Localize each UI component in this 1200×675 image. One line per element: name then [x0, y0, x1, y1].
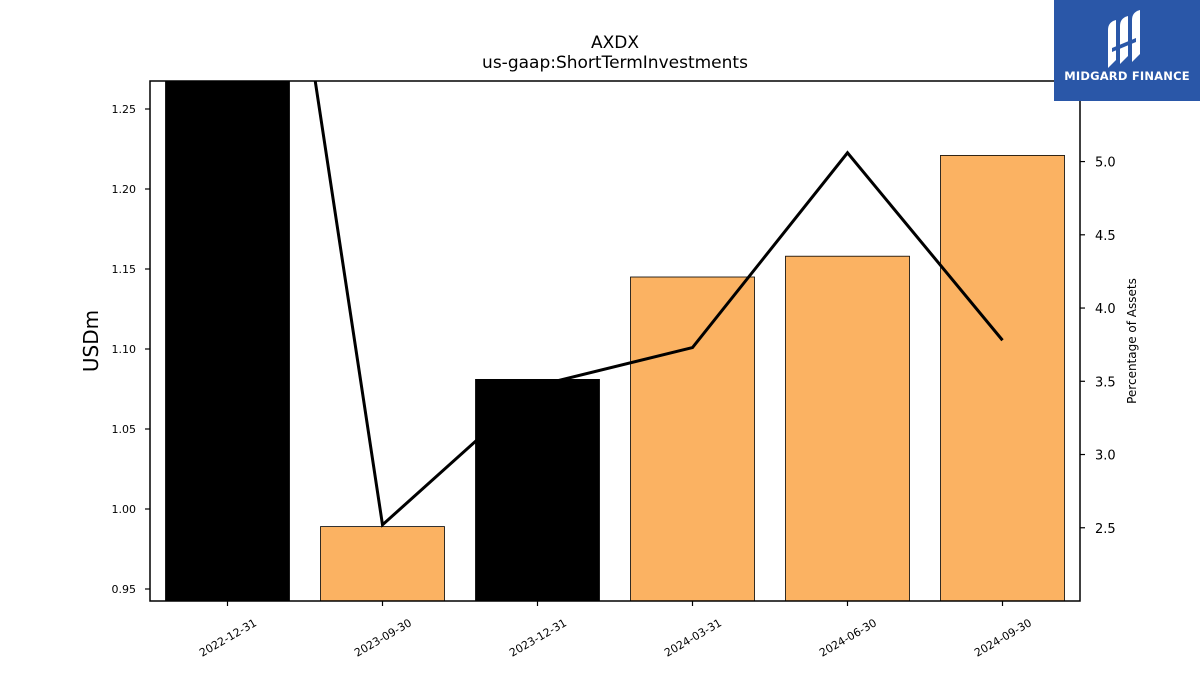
x-tick-label: 2023-09-30 [352, 616, 414, 659]
x-tick-label: 2024-09-30 [972, 616, 1034, 659]
y-axis-label: USDm [79, 310, 103, 372]
y2-axis-label: Percentage of Assets [1125, 278, 1139, 404]
chart-title: AXDX [591, 33, 639, 53]
y-tick-label: 0.95 [112, 583, 137, 596]
bar-2024-09-30 [940, 154, 1065, 601]
y2-tick-label: 3.5 [1095, 375, 1116, 390]
y-tick-label: 1.15 [112, 263, 137, 276]
percentage-line [313, 81, 1004, 528]
bar-2023-12-31 [475, 378, 600, 601]
y-tick-label: 1.10 [112, 343, 137, 356]
y2-tick-label: 3.0 [1095, 449, 1116, 464]
logo-mark-icon [1108, 10, 1140, 68]
y-tick-label: 1.05 [112, 423, 137, 436]
y-tick-label: 1.20 [112, 183, 137, 196]
logo-text: MIDGARD FINANCE [1064, 69, 1190, 83]
y2-tick-label: 5.0 [1095, 156, 1116, 171]
y2-tick-label: 4.5 [1095, 229, 1116, 244]
x-tick-label: 2024-03-31 [662, 616, 724, 659]
line-group [313, 81, 1004, 528]
x-tick-label: 2022-12-31 [197, 616, 259, 659]
y2-tick-label: 2.5 [1095, 522, 1116, 537]
y-tick-label: 1.25 [112, 103, 137, 116]
midgard-finance-logo: MIDGARD FINANCE [1054, 0, 1200, 101]
bar-2023-09-30 [320, 526, 445, 601]
bar-2022-12-31 [165, 81, 290, 601]
bar-2024-03-31 [630, 276, 755, 601]
y-tick-label: 1.00 [112, 503, 137, 516]
bar-group [165, 81, 1065, 601]
plot-frame [149, 80, 1081, 602]
chart-subtitle: us-gaap:ShortTermInvestments [482, 53, 748, 73]
bar-2024-06-30 [785, 255, 910, 601]
y2-tick-label: 4.0 [1095, 302, 1116, 317]
x-tick-label: 2023-12-31 [507, 616, 569, 659]
x-tick-label: 2024-06-30 [817, 616, 879, 659]
